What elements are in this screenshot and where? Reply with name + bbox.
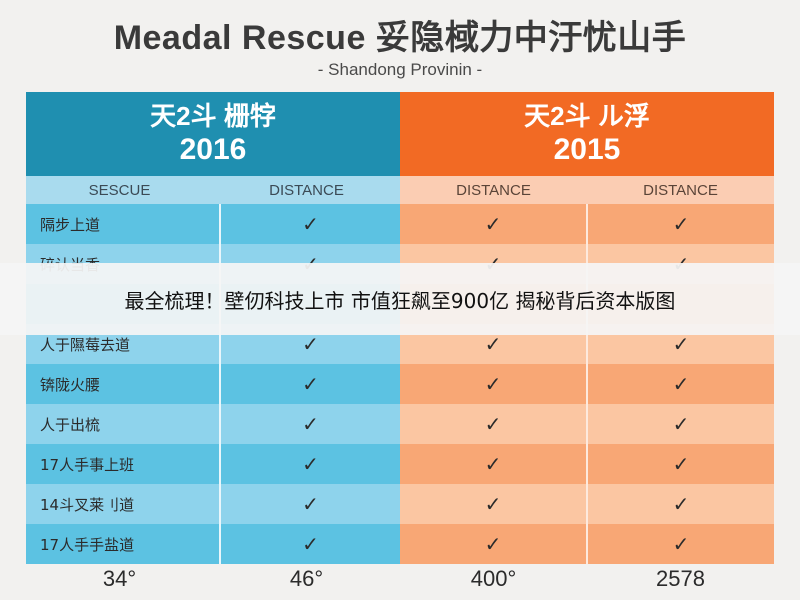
footer-value: 46°: [289, 566, 324, 591]
footer-value: 2578: [656, 566, 705, 591]
subheader-row: DISTANCE DISTANCE: [400, 176, 774, 204]
check-icon: ✓: [672, 492, 690, 516]
check-icon: ✓: [302, 532, 319, 556]
news-banner[interactable]: 最全梳理！壁仞科技上市 市值狂飙至900亿 揭秘背后资本版图: [0, 263, 800, 335]
table-row: ✓✓: [400, 364, 774, 404]
column-header-year: 2016: [179, 133, 247, 166]
check-icon: ✓: [400, 524, 588, 564]
table-row: ✓✓: [400, 524, 774, 564]
table-row: 17人手手盐道 ✓: [26, 524, 400, 564]
check-icon: ✓: [672, 372, 690, 396]
banner-text: 最全梳理！壁仞科技上市 市值狂飙至900亿 揭秘背后资本版图: [124, 288, 676, 313]
check-icon: ✓: [672, 452, 690, 476]
table-row: ✓✓: [400, 484, 774, 524]
table-row: 锛陇火腰 ✓: [26, 364, 400, 404]
check-icon: ✓: [302, 492, 319, 516]
row-label: 人于隰莓去道: [26, 324, 221, 364]
check-icon: ✓: [672, 212, 690, 236]
table-row: 隔步上道 ✓: [26, 204, 400, 244]
footer-values: 34° 46° 400° 2578: [26, 566, 774, 592]
check-icon: ✓: [302, 372, 319, 396]
check-icon: ✓: [672, 532, 690, 556]
subheader-cell: DISTANCE: [643, 181, 718, 199]
table-row: ✓✓: [400, 204, 774, 244]
row-label: 隔步上道: [26, 204, 221, 244]
check-icon: ✓: [400, 484, 588, 524]
row-label: 14斗叉莱刂道: [26, 484, 221, 524]
table-row: ✓✓: [400, 444, 774, 484]
check-icon: ✓: [302, 452, 319, 476]
table-row: ✓✓: [400, 404, 774, 444]
table-row: 人于出梳 ✓: [26, 404, 400, 444]
footer-value: 34°: [102, 566, 137, 591]
column-header-label: 天2斗 栅牸: [150, 101, 276, 131]
column-header-2015: 天2斗 ル浮 2015: [400, 92, 774, 176]
subheader-cell: DISTANCE: [269, 181, 344, 199]
row-label: 人于出梳: [26, 404, 221, 444]
subheader-cell: DISTANCE: [456, 181, 531, 199]
subheader-cell: SESCUE: [88, 181, 151, 199]
check-icon: ✓: [400, 404, 588, 444]
check-icon: ✓: [302, 212, 319, 236]
check-icon: ✓: [400, 324, 588, 364]
column-header-2016: 天2斗 栅牸 2016: [26, 92, 400, 176]
subheader-row: SESCUE DISTANCE: [26, 176, 400, 204]
check-icon: ✓: [400, 204, 588, 244]
table-row: 17人手事上班 ✓: [26, 444, 400, 484]
check-icon: ✓: [302, 332, 319, 356]
page-subtitle: - Shandong Provinin -: [317, 60, 483, 79]
column-header-label: 天2斗 ル浮: [524, 101, 650, 131]
page-title: Meadal Rescue 妥隐棫力中汙忧山手: [113, 19, 687, 57]
row-label: 锛陇火腰: [26, 364, 221, 404]
row-label: 17人手事上班: [26, 444, 221, 484]
check-icon: ✓: [400, 364, 588, 404]
check-icon: ✓: [400, 444, 588, 484]
check-icon: ✓: [302, 412, 319, 436]
column-header-year: 2015: [553, 133, 621, 166]
row-label: 17人手手盐道: [26, 524, 221, 564]
check-icon: ✓: [672, 412, 690, 436]
table-row: 14斗叉莱刂道 ✓: [26, 484, 400, 524]
check-icon: ✓: [672, 332, 690, 356]
footer-value: 400°: [470, 566, 517, 591]
